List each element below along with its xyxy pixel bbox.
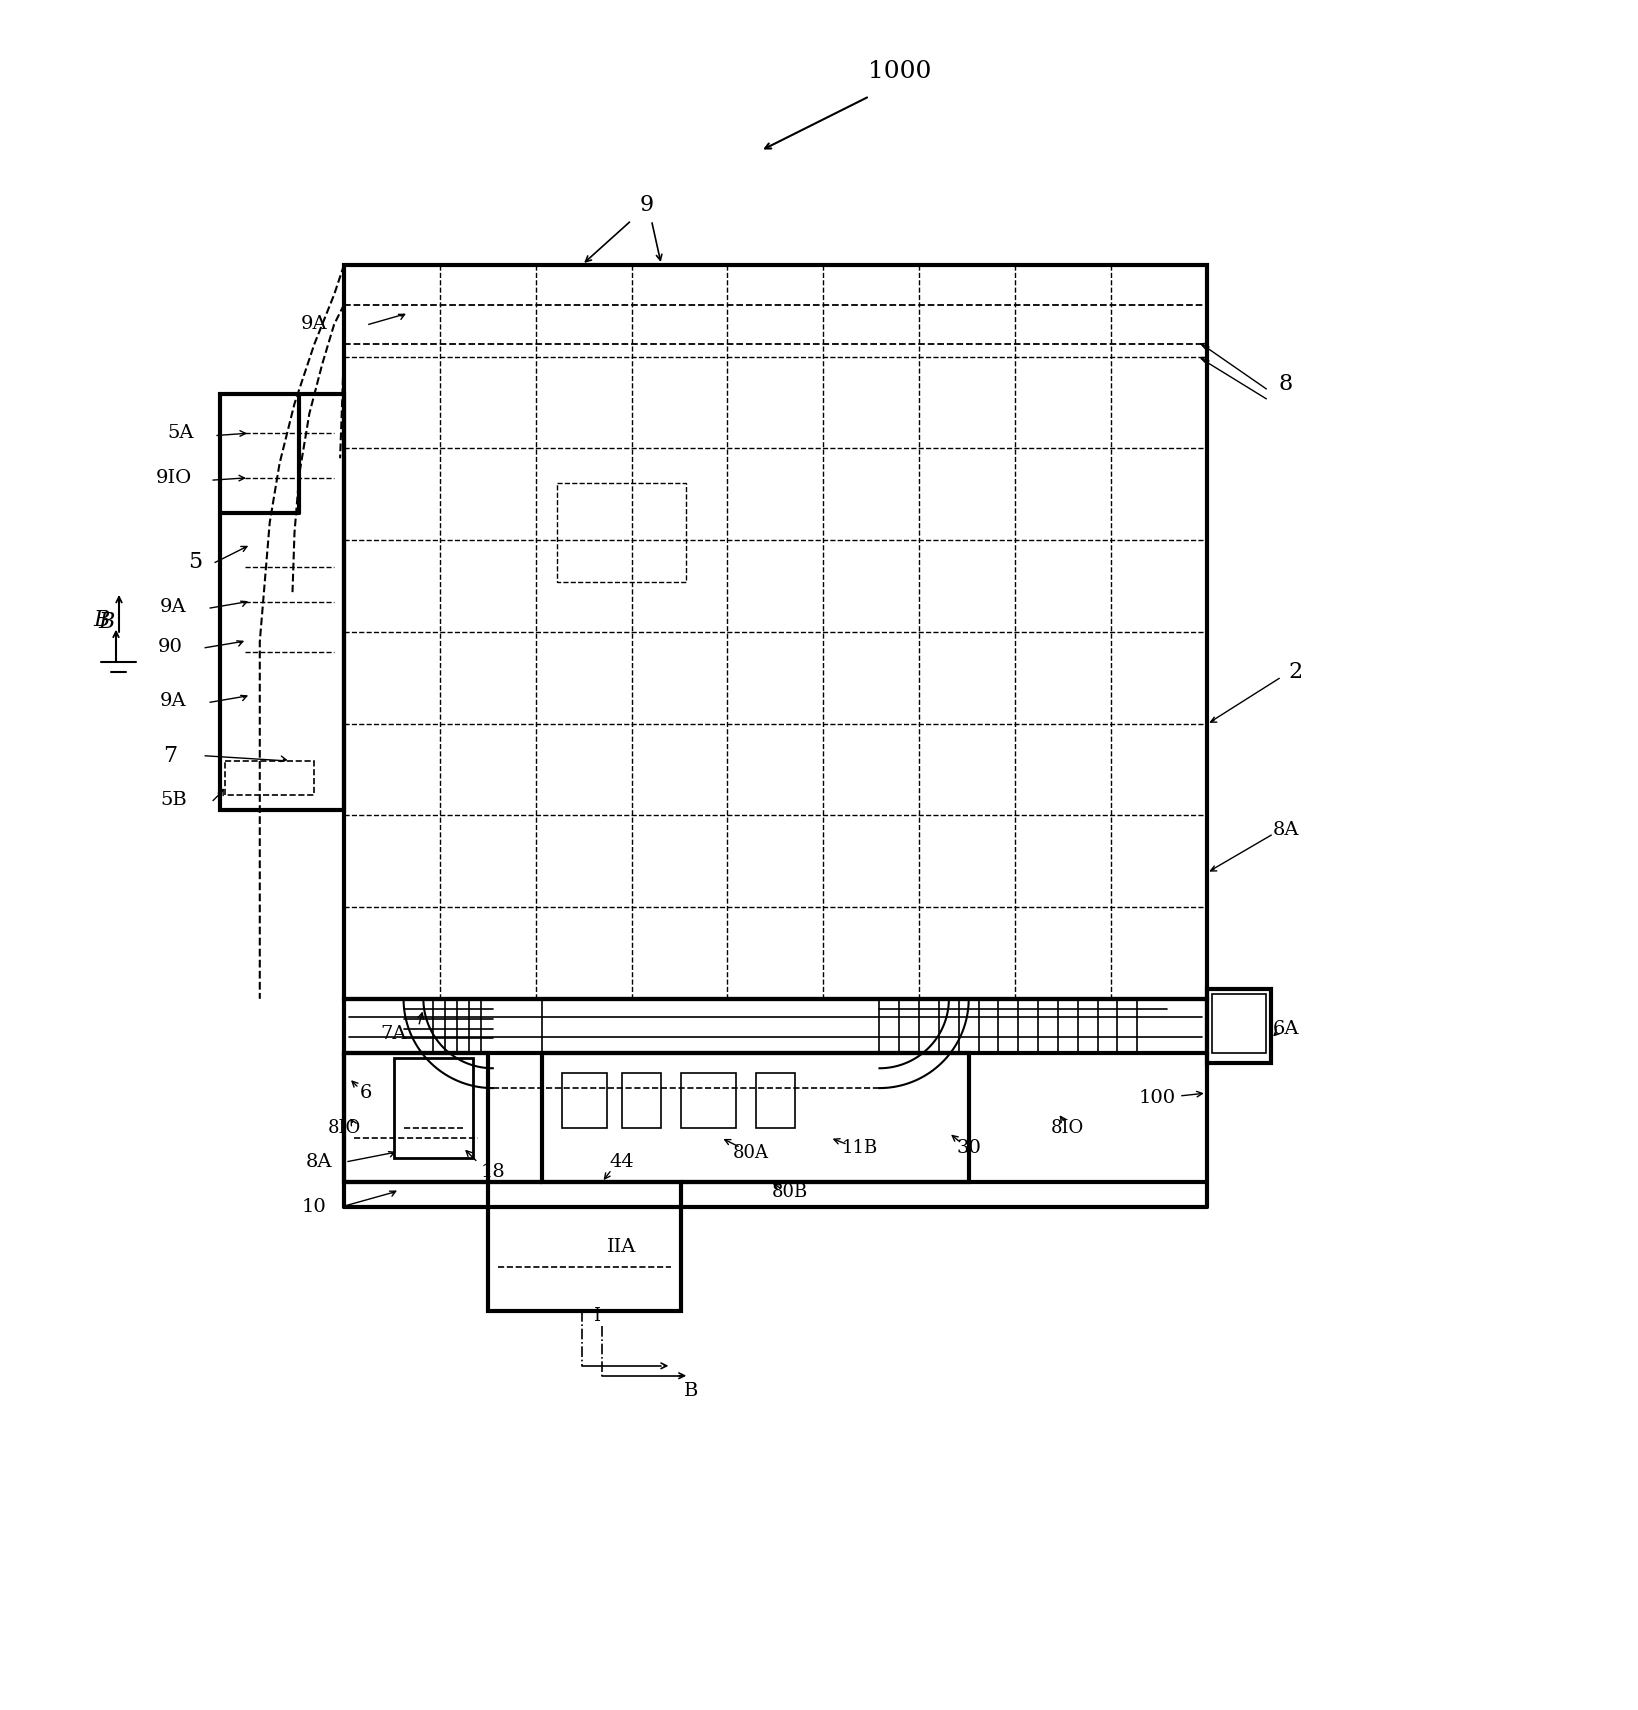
Bar xyxy=(562,1074,606,1129)
Text: 6A: 6A xyxy=(1273,1019,1299,1038)
Text: 1000: 1000 xyxy=(868,60,930,82)
Text: 8IO: 8IO xyxy=(1052,1118,1084,1137)
Text: 9A: 9A xyxy=(161,598,187,616)
Text: 9: 9 xyxy=(639,195,654,217)
Text: 9A: 9A xyxy=(301,315,328,333)
Text: IIA: IIA xyxy=(608,1238,637,1255)
Text: B: B xyxy=(98,610,115,633)
Text: 5: 5 xyxy=(188,551,203,573)
Bar xyxy=(344,265,1207,999)
Bar xyxy=(488,1182,681,1312)
Text: 8IO: 8IO xyxy=(328,1118,360,1137)
Text: 18: 18 xyxy=(480,1163,505,1182)
Text: B: B xyxy=(93,609,110,631)
Text: 5A: 5A xyxy=(167,424,193,443)
Text: I: I xyxy=(593,1306,601,1325)
Text: 80A: 80A xyxy=(732,1144,768,1161)
Text: 6: 6 xyxy=(360,1084,372,1101)
Bar xyxy=(557,482,686,581)
Bar xyxy=(755,1074,794,1129)
Text: 9IO: 9IO xyxy=(156,469,192,487)
Text: 8A: 8A xyxy=(1273,821,1299,840)
Bar xyxy=(344,999,1207,1053)
Text: 7A: 7A xyxy=(380,1024,406,1043)
Text: 30: 30 xyxy=(957,1139,981,1156)
Bar xyxy=(224,761,314,795)
Text: 8: 8 xyxy=(1279,373,1292,395)
Bar xyxy=(1207,988,1271,1064)
Text: 5B: 5B xyxy=(161,792,187,809)
Text: 100: 100 xyxy=(1138,1089,1176,1106)
Text: 80B: 80B xyxy=(771,1183,809,1200)
Text: 9A: 9A xyxy=(161,693,187,710)
Text: 90: 90 xyxy=(159,638,183,655)
Bar xyxy=(542,1053,968,1182)
Text: 2: 2 xyxy=(1289,660,1302,682)
Bar xyxy=(344,1053,488,1182)
Bar xyxy=(681,1074,735,1129)
Bar xyxy=(393,1058,473,1158)
Text: 10: 10 xyxy=(301,1199,326,1216)
Bar xyxy=(1212,994,1266,1053)
Text: B: B xyxy=(685,1382,698,1399)
Bar xyxy=(219,393,344,811)
Text: 7: 7 xyxy=(164,746,177,766)
Text: 44: 44 xyxy=(609,1154,634,1171)
Bar xyxy=(344,999,542,1053)
Bar xyxy=(622,1074,662,1129)
Text: 8A: 8A xyxy=(306,1154,333,1171)
Text: 11B: 11B xyxy=(842,1139,878,1156)
